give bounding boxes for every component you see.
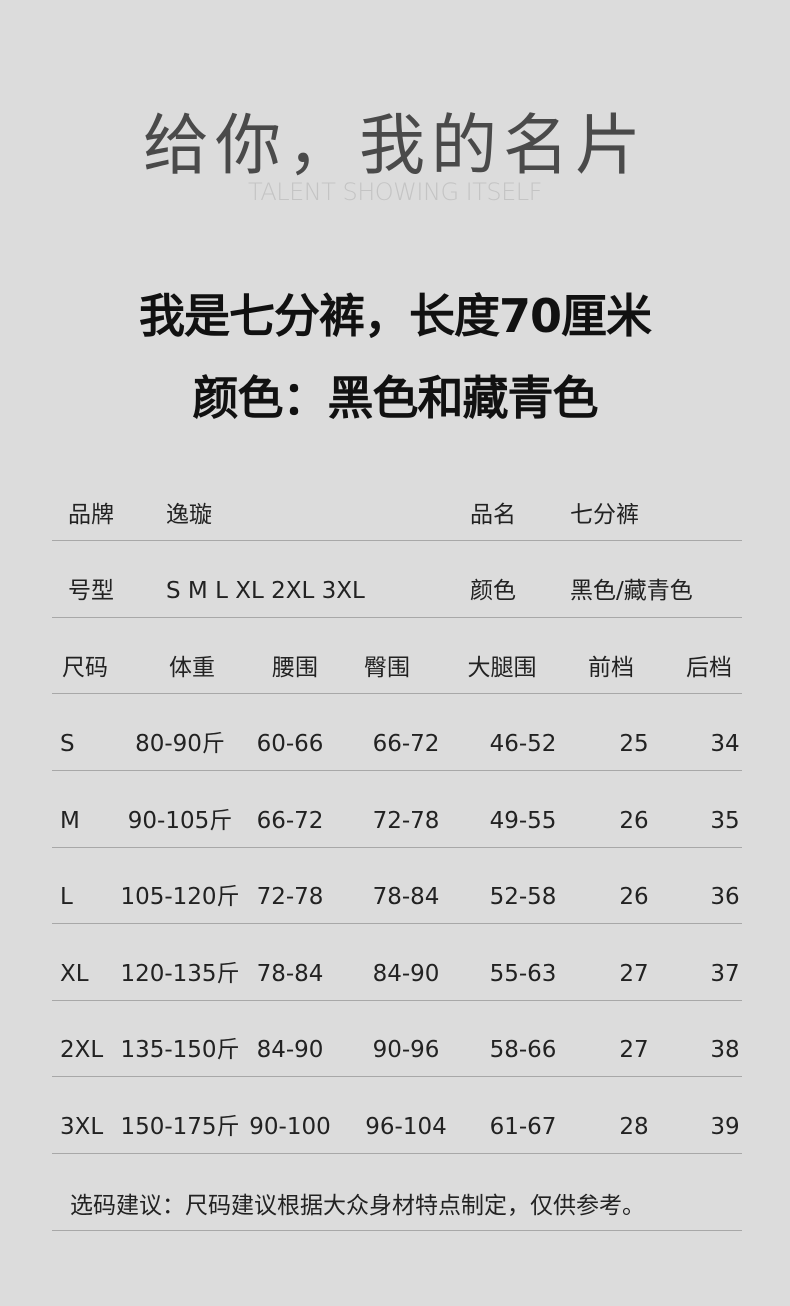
cell-back-rise: 39 [710, 1114, 740, 1140]
cell-size: 3XL [60, 1114, 104, 1140]
divider [52, 1076, 742, 1078]
cell-weight: 105-120斤 [120, 884, 240, 911]
header-hip: 臀围 [364, 655, 410, 681]
cell-size: XL [60, 960, 89, 987]
cell-front-rise: 27 [619, 1037, 649, 1064]
cell-weight: 150-175斤 [120, 1114, 240, 1140]
cell-back-rise: 38 [710, 1037, 740, 1064]
cell-waist: 60-66 [256, 731, 324, 757]
sizes-label: 号型 [68, 578, 114, 604]
brand-label: 品牌 [68, 502, 114, 528]
cell-weight: 90-105斤 [127, 807, 233, 834]
cell-front-rise: 27 [619, 960, 649, 987]
cell-front-rise: 28 [619, 1114, 649, 1140]
table-row: M 90-105斤 66-72 72-78 49-55 26 35 [0, 783, 790, 859]
product-name-value: 七分裤 [570, 502, 639, 528]
cell-thigh: 55-63 [489, 960, 557, 987]
cell-front-rise: 26 [619, 884, 649, 911]
sizes-value: S M L XL 2XL 3XL [166, 578, 365, 604]
cell-waist: 90-100 [249, 1114, 331, 1140]
divider [52, 770, 742, 771]
info-row-sizes: 号型 S M L XL 2XL 3XL 颜色 黑色/藏青色 [0, 553, 790, 629]
cell-thigh: 61-67 [489, 1114, 557, 1140]
cell-thigh: 46-52 [489, 731, 557, 757]
table-row: 2XL 135-150斤 84-90 90-96 58-66 27 38 [0, 1012, 790, 1088]
cell-weight: 135-150斤 [120, 1037, 240, 1064]
cell-thigh: 49-55 [489, 807, 557, 834]
header-size: 尺码 [62, 655, 108, 681]
brand-value: 逸璇 [166, 502, 212, 528]
cell-hip: 96-104 [365, 1114, 447, 1140]
header-front-rise: 前档 [588, 655, 634, 681]
cell-back-rise: 37 [710, 960, 740, 987]
table-row: S 80-90斤 60-66 66-72 46-52 25 34 [0, 706, 790, 782]
table-row: 3XL 150-175斤 90-100 96-104 61-67 28 39 [0, 1089, 790, 1165]
divider [52, 923, 742, 925]
header-thigh: 大腿围 [467, 655, 537, 681]
divider [52, 617, 742, 618]
cell-front-rise: 26 [619, 807, 649, 834]
cell-back-rise: 35 [710, 807, 740, 834]
cell-size: M [60, 807, 80, 834]
cell-waist: 72-78 [256, 884, 324, 911]
cell-waist: 78-84 [256, 960, 324, 987]
size-advice-note: 选码建议：尺码建议根据大众身材特点制定，仅供参考。 [70, 1193, 645, 1219]
cell-hip: 90-96 [372, 1037, 440, 1064]
cell-front-rise: 25 [619, 731, 649, 757]
cell-size: S [60, 731, 75, 757]
cell-hip: 66-72 [372, 731, 440, 757]
table-row: XL 120-135斤 78-84 84-90 55-63 27 37 [0, 936, 790, 1012]
info-row-brand: 品牌 逸璇 品名 七分裤 [0, 477, 790, 553]
cell-thigh: 52-58 [489, 884, 557, 911]
cell-waist: 66-72 [256, 807, 324, 834]
color-value: 黑色/藏青色 [570, 578, 693, 604]
cell-weight: 80-90斤 [135, 731, 225, 757]
divider [52, 999, 742, 1001]
divider [52, 1230, 742, 1231]
cell-size: L [60, 884, 73, 911]
cell-back-rise: 34 [710, 731, 740, 757]
table-row: L 105-120斤 72-78 78-84 52-58 26 36 [0, 859, 790, 935]
cell-weight: 120-135斤 [120, 960, 240, 987]
product-name-label: 品名 [470, 502, 516, 528]
cell-thigh: 58-66 [489, 1037, 557, 1064]
cell-back-rise: 36 [710, 884, 740, 911]
divider [52, 693, 742, 694]
cell-hip: 84-90 [372, 960, 440, 987]
size-table-header: 尺码 体重 腰围 臀围 大腿围 前档 后档 [0, 630, 790, 706]
header-weight: 体重 [169, 655, 215, 681]
page-title: 给你，我的名片 [143, 107, 647, 184]
divider [52, 846, 742, 848]
header-back-rise: 后档 [686, 655, 732, 681]
cell-size: 2XL [60, 1037, 104, 1064]
divider [52, 1153, 742, 1154]
divider [52, 540, 742, 541]
cell-hip: 72-78 [372, 807, 440, 834]
cell-waist: 84-90 [256, 1037, 324, 1064]
cell-hip: 78-84 [372, 884, 440, 911]
headline-color: 颜色：黑色和藏青色 [192, 371, 599, 425]
page-subtitle: TALENT SHOWING ITSELF [248, 178, 542, 206]
headline-length: 我是七分裤，长度70厘米 [138, 289, 652, 343]
color-label: 颜色 [470, 578, 516, 604]
header-waist: 腰围 [272, 655, 318, 681]
